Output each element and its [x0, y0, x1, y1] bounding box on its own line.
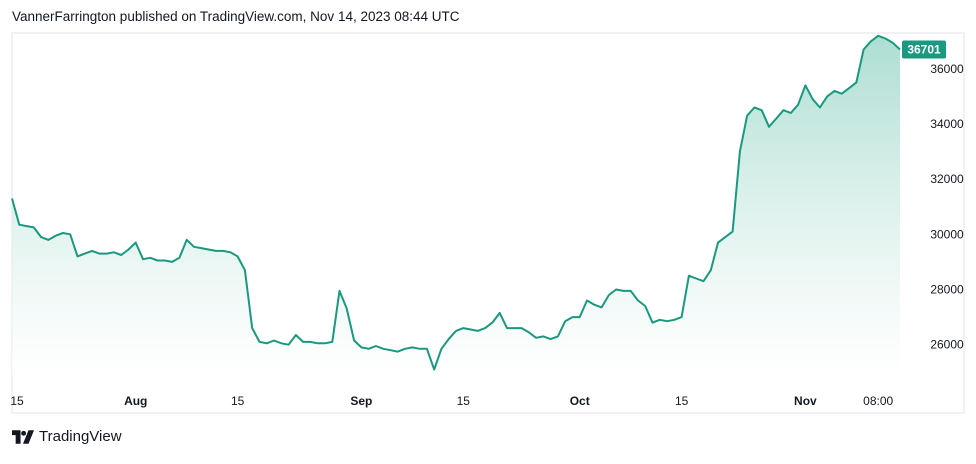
x-tick-label: 08:00	[863, 394, 893, 408]
tradingview-brand-text: TradingView	[39, 428, 122, 445]
y-axis: 26000 28000 30000 32000 34000 36000	[930, 62, 964, 352]
y-tick-label: 28000	[930, 283, 964, 297]
x-tick-label: Oct	[570, 394, 590, 408]
price-series-line	[11, 34, 901, 371]
tradingview-logo-icon	[12, 429, 34, 444]
x-tick-label: Nov	[794, 394, 817, 408]
last-price-badge	[902, 40, 946, 59]
last-price-marker: 36701	[902, 40, 946, 59]
last-price-label: 36701	[907, 43, 941, 57]
x-tick-label: 15	[10, 394, 24, 408]
x-tick-label: 15	[675, 394, 689, 408]
publish-info: VannerFarrington published on TradingVie…	[12, 9, 460, 24]
y-tick-label: 30000	[930, 227, 964, 241]
y-tick-label: 36000	[930, 62, 964, 76]
x-axis: 15 Aug 15 Sep 15 Oct 15 Nov 08:00	[10, 394, 893, 408]
x-tick-label: 15	[231, 394, 245, 408]
y-tick-label: 26000	[930, 338, 964, 352]
y-tick-label: 32000	[930, 172, 964, 186]
y-tick-label: 34000	[930, 117, 964, 131]
x-tick-label: Aug	[124, 394, 147, 408]
footer: TradingView	[12, 428, 122, 445]
x-tick-label: Sep	[350, 394, 372, 408]
x-tick-label: 15	[457, 394, 471, 408]
price-area-fill	[12, 35, 900, 376]
